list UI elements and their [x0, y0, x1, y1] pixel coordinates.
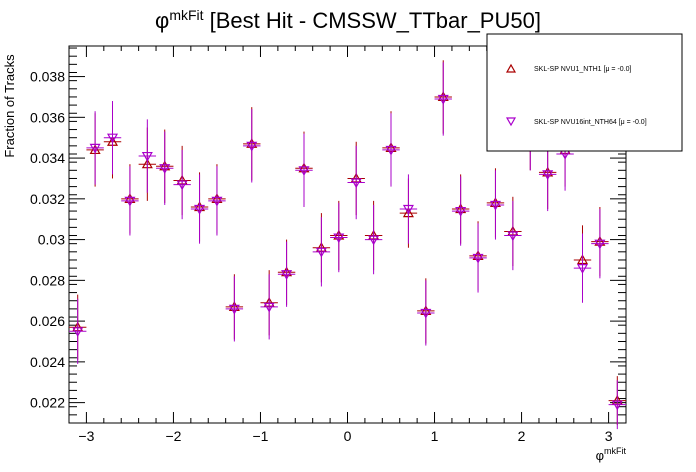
data-point-triangle-down — [472, 253, 484, 264]
data-point-triangle-down — [542, 170, 554, 181]
data-point-triangle-down — [455, 206, 467, 217]
x-tick-label: 1 — [431, 428, 439, 444]
x-axis-label-sup: mkFit — [604, 446, 626, 456]
data-point-triangle-down — [594, 239, 606, 250]
x-tick-label: 0 — [344, 428, 352, 444]
data-point-triangle-down — [124, 196, 136, 207]
y-tick-label: 0.024 — [30, 354, 65, 370]
y-tick-label: 0.038 — [30, 69, 65, 85]
y-axis-label: Fraction of Tracks — [2, 54, 17, 158]
data-point-triangle-down — [315, 247, 327, 258]
y-tick-label: 0.036 — [30, 109, 65, 125]
chart-title: φmkFit [Best Hit - CMSSW_TTbar_PU50] — [155, 7, 541, 33]
data-point-triangle-down — [437, 94, 449, 105]
data-point-triangle-down — [194, 204, 206, 215]
chart-title-rest: [Best Hit - CMSSW_TTbar_PU50] — [204, 8, 541, 33]
data-point-triangle-down — [489, 200, 501, 211]
data-point-triangle-down — [89, 143, 101, 154]
y-tick-label: 0.028 — [30, 272, 65, 288]
data-point-triangle-down — [228, 304, 240, 315]
legend-label-series-2: SKL-SP NVU16int_NTH64 [μ = -0.0] — [534, 119, 647, 126]
legend-box — [486, 33, 683, 152]
data-point-triangle-down — [333, 233, 345, 244]
chart-title-main: φ — [155, 8, 169, 33]
legend-marker-triangle-down — [505, 117, 517, 127]
data-point-triangle-down — [106, 133, 119, 144]
x-tick-label: −2 — [165, 428, 181, 444]
x-tick-label: 3 — [605, 428, 613, 444]
x-tick-label: 2 — [518, 428, 526, 444]
y-tick-label: 0.03 — [38, 232, 65, 248]
x-tick-label: −1 — [252, 428, 268, 444]
chart-title-sup: mkFit — [169, 7, 203, 23]
data-point-triangle-down — [211, 196, 223, 207]
y-tick-label: 0.022 — [30, 395, 65, 411]
data-point-triangle-down — [72, 327, 84, 338]
legend: SKL-SP NVU1_NTH1 [μ = -0.0] SKL-SP NVU16… — [486, 33, 683, 152]
y-tick-label: 0.026 — [30, 313, 65, 329]
data-point-triangle-down — [350, 178, 362, 189]
data-point-triangle-down — [385, 145, 397, 156]
y-tick-label: 0.034 — [30, 150, 65, 166]
y-tick-label: 0.032 — [30, 191, 65, 207]
data-point-triangle-down — [263, 302, 275, 313]
data-point-triangle-down — [141, 151, 153, 162]
data-point-triangle-down — [176, 180, 188, 191]
series-2 — [69, 62, 626, 430]
data-point-triangle-down — [246, 141, 258, 152]
data-point-triangle-down — [507, 231, 519, 242]
data-point-triangle-down — [368, 235, 380, 246]
x-axis-label-main: φ — [596, 448, 604, 463]
data-point-triangle-down — [420, 308, 432, 319]
data-point-triangle-down — [298, 166, 310, 177]
legend-marker-triangle-up — [505, 63, 517, 73]
x-tick-label: −3 — [78, 428, 94, 444]
data-point-triangle-down — [159, 164, 171, 174]
data-point-triangle-down — [611, 400, 623, 411]
data-point-triangle-down — [402, 204, 414, 215]
data-point-triangle-down — [281, 270, 293, 280]
data-point-triangle-down — [576, 264, 589, 274]
x-axis-label: φmkFit — [596, 446, 627, 463]
legend-label-series-1: SKL-SP NVU1_NTH1 [μ = -0.0] — [534, 66, 632, 73]
